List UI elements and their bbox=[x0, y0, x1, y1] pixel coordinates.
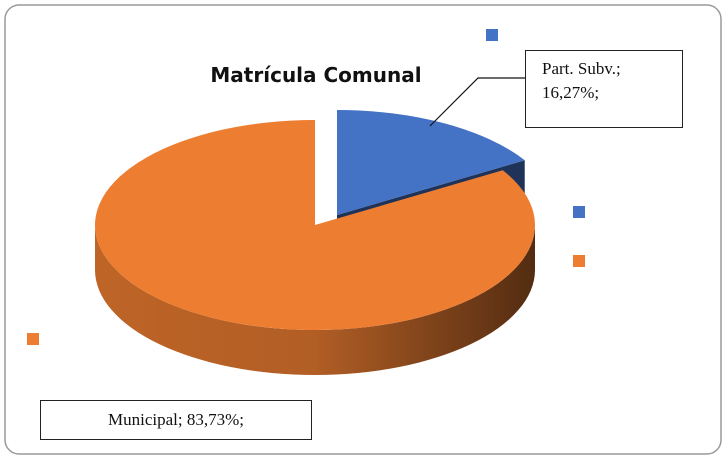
slice bbox=[94, 120, 535, 330]
data-label: Municipal; 83,73%; bbox=[40, 400, 312, 440]
legend-marker bbox=[486, 29, 498, 41]
data-label: Part. Subv.; 16,27%; bbox=[525, 50, 683, 128]
legend-marker bbox=[27, 333, 39, 345]
chart-title: Matrícula Comunal bbox=[210, 63, 421, 87]
slice bbox=[337, 110, 525, 215]
legend-marker bbox=[573, 255, 585, 267]
slice-side bbox=[95, 225, 535, 375]
legend-marker bbox=[573, 206, 585, 218]
leader-line bbox=[429, 77, 525, 127]
